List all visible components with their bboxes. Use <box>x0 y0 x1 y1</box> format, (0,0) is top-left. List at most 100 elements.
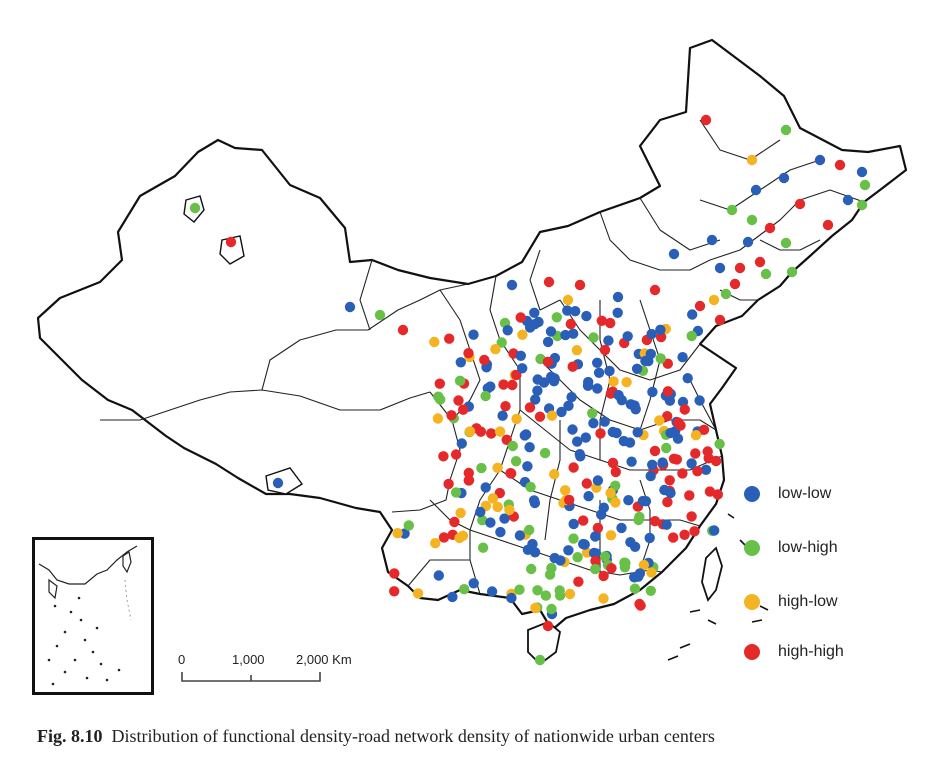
city-marker <box>714 438 725 450</box>
city-marker <box>563 400 574 411</box>
city-marker <box>545 326 557 337</box>
city-marker <box>754 256 766 268</box>
city-marker <box>485 381 496 392</box>
city-marker <box>632 427 643 438</box>
city-marker <box>665 487 676 499</box>
legend-label: low-low <box>778 485 832 502</box>
city-marker <box>492 501 503 513</box>
city-marker <box>555 555 566 566</box>
city-marker <box>529 307 540 318</box>
city-marker <box>498 379 509 390</box>
city-marker <box>574 449 585 460</box>
city-marker <box>530 602 541 614</box>
city-marker <box>532 385 543 396</box>
city-marker <box>625 537 636 548</box>
city-marker <box>438 532 450 543</box>
city-marker <box>612 291 624 303</box>
inset-map <box>38 545 138 686</box>
city-marker <box>611 427 622 439</box>
city-marker <box>412 588 424 599</box>
city-marker <box>604 365 615 377</box>
city-marker <box>510 456 522 467</box>
city-marker <box>638 559 650 571</box>
lake-shape <box>265 467 304 495</box>
city-marker <box>565 318 576 330</box>
city-marker <box>619 557 630 568</box>
city-marker <box>464 426 476 437</box>
city-marker <box>397 324 409 336</box>
city-marker <box>572 436 583 447</box>
city-marker <box>588 418 599 429</box>
city-marker <box>664 395 676 406</box>
city-marker <box>475 506 486 518</box>
city-marker <box>492 462 503 473</box>
city-marker <box>605 487 616 499</box>
city-marker <box>542 356 554 367</box>
city-marker <box>534 411 546 422</box>
city-marker <box>679 529 690 540</box>
city-marker <box>432 413 444 424</box>
legend-label: high-low <box>778 593 838 610</box>
city-marker <box>633 514 644 526</box>
city-marker <box>616 522 627 534</box>
city-marker <box>859 179 871 191</box>
legend-item-low-high: low-high <box>744 536 838 560</box>
city-marker <box>486 428 497 439</box>
legend-label: low-high <box>778 539 838 556</box>
city-marker <box>389 586 400 597</box>
city-marker <box>392 528 403 539</box>
city-marker <box>485 517 496 528</box>
city-marker <box>502 325 513 336</box>
city-marker <box>588 332 599 343</box>
city-marker <box>677 352 688 363</box>
city-marker <box>664 475 675 486</box>
city-marker <box>455 357 466 368</box>
city-marker <box>622 331 633 342</box>
city-marker <box>450 449 462 460</box>
city-marker <box>599 551 611 562</box>
figure-number: Fig. 8.10 <box>37 726 103 746</box>
city-marker <box>726 204 738 216</box>
city-marker <box>646 328 657 340</box>
city-marker <box>433 570 444 581</box>
city-marker <box>631 363 643 374</box>
city-marker <box>655 353 666 364</box>
city-marker <box>629 400 640 411</box>
city-marker <box>506 592 517 604</box>
city-marker <box>608 376 619 387</box>
city-marker <box>607 457 619 469</box>
legend-item-high-low: high-low <box>744 590 838 614</box>
city-marker <box>455 507 466 519</box>
city-marker <box>662 411 673 422</box>
city-marker <box>499 513 510 524</box>
city-marker <box>479 354 490 366</box>
city-marker <box>530 394 541 405</box>
city-marker <box>834 159 846 171</box>
city-marker <box>515 312 526 323</box>
city-marker <box>750 184 762 196</box>
city-marker <box>780 237 792 249</box>
city-marker <box>563 545 574 556</box>
city-marker <box>672 433 684 444</box>
city-marker <box>654 415 665 426</box>
city-marker <box>610 497 621 508</box>
city-marker <box>684 490 695 501</box>
city-marker <box>435 394 446 405</box>
city-marker <box>578 538 589 550</box>
city-marker <box>517 329 528 340</box>
legend-swatch <box>744 644 760 660</box>
city-marker <box>643 355 654 367</box>
city-marker <box>522 461 533 472</box>
city-marker <box>564 494 575 506</box>
city-marker <box>686 458 697 469</box>
city-marker <box>592 522 604 534</box>
city-marker <box>662 496 673 508</box>
city-marker <box>583 491 594 502</box>
city-marker <box>542 336 554 348</box>
city-marker <box>564 588 576 600</box>
city-marker <box>581 310 592 322</box>
city-marker <box>592 475 604 486</box>
city-marker <box>599 416 610 427</box>
city-marker <box>546 410 558 421</box>
city-marker <box>344 301 356 313</box>
